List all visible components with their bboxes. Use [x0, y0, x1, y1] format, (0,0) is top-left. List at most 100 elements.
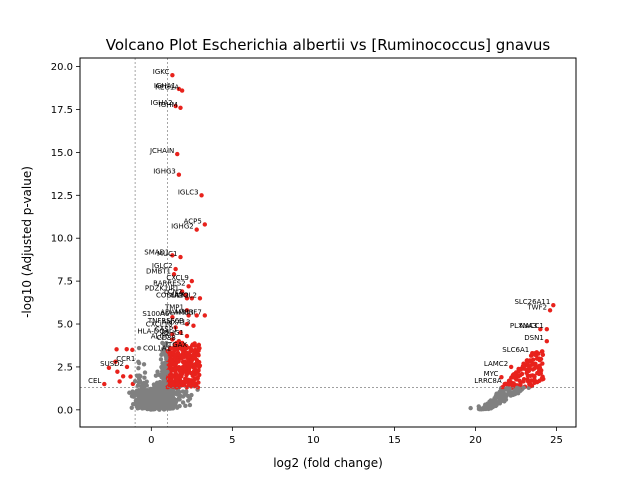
background-point: [157, 399, 162, 404]
background-point: [540, 377, 545, 382]
background-point: [154, 403, 159, 408]
background-point: [196, 380, 201, 385]
background-point: [196, 348, 201, 353]
background-point: [195, 361, 200, 366]
background-point: [184, 385, 190, 390]
background-point: [144, 406, 150, 411]
background-point: [182, 366, 188, 371]
background-point: [141, 403, 146, 409]
background-point: [183, 403, 188, 409]
background-point: [113, 359, 118, 364]
labeled-point: [183, 292, 188, 298]
point-label: MYC: [484, 370, 499, 378]
point-label: COL6A3: [156, 291, 184, 299]
background-point: [188, 353, 193, 358]
background-point: [115, 369, 120, 374]
background-point: [161, 378, 166, 384]
background-point: [150, 400, 155, 406]
point-label: IGHA1: [154, 82, 176, 90]
background-point: [160, 350, 166, 355]
labeled-point: [202, 222, 208, 227]
background-point: [145, 403, 151, 408]
background-point: [134, 373, 140, 378]
background-point: [503, 393, 508, 399]
background-point: [512, 389, 517, 394]
point-label: JCHAIN: [149, 147, 174, 155]
point-label: CXCL10: [146, 320, 173, 328]
background-point: [190, 373, 195, 379]
background-point: [187, 402, 193, 408]
y-tick-label: 15.0: [51, 148, 73, 159]
point-label: LRRC8A: [474, 377, 502, 385]
background-point: [140, 388, 146, 393]
background-point: [128, 374, 133, 379]
point-label: COL1A1: [143, 344, 171, 352]
background-point: [189, 358, 194, 363]
labeled-point: [186, 284, 191, 289]
labeled-point: [184, 321, 190, 327]
point-label: TMP1: [164, 303, 184, 311]
background-point: [524, 358, 530, 363]
background-point: [186, 362, 191, 367]
background-point: [516, 390, 521, 396]
point-label: SMAD1: [144, 248, 169, 256]
background-point: [184, 389, 189, 394]
labeled-point: [173, 103, 178, 109]
background-point: [507, 378, 512, 383]
background-point: [120, 374, 126, 379]
point-label: S100A6: [142, 310, 170, 318]
background-point: [468, 405, 473, 411]
point-label: TNFRSF6B: [147, 317, 184, 325]
background-point: [517, 378, 522, 384]
point-label: HLA-DOA: [137, 327, 169, 335]
background-point: [173, 401, 178, 406]
background-point: [163, 353, 168, 359]
background-point: [151, 382, 157, 387]
background-point: [510, 392, 516, 397]
background-point: [171, 345, 177, 351]
x-tick-label: 15: [388, 435, 401, 446]
point-label: CCR1: [116, 355, 135, 363]
background-point: [106, 365, 112, 370]
point-label: CD38: [157, 334, 176, 342]
labeled-point: [189, 296, 195, 301]
point-label: SLC6A1: [502, 346, 529, 354]
background-point: [500, 389, 505, 394]
background-point: [536, 351, 541, 356]
background-point: [487, 404, 492, 410]
background-point: [539, 349, 545, 354]
background-point: [165, 376, 171, 381]
point-label: LAMC2: [484, 360, 508, 368]
labeled-point: [544, 326, 550, 332]
point-label: ITGAX: [166, 341, 188, 349]
labeled-point: [186, 313, 191, 318]
point-label: LAMB3: [170, 308, 194, 316]
x-tick-label: 10: [307, 435, 320, 446]
background-point: [153, 395, 159, 401]
background-point: [144, 383, 149, 388]
y-tick-label: 12.5: [51, 191, 73, 202]
background-point: [499, 394, 505, 399]
background-point: [177, 403, 182, 409]
background-point: [162, 345, 167, 350]
background-point: [167, 398, 172, 403]
background-point: [150, 405, 156, 411]
point-label: IGKC: [153, 68, 170, 76]
background-point: [526, 363, 531, 368]
labeled-point: [170, 332, 175, 337]
labeled-point: [170, 314, 175, 320]
background-point: [134, 403, 140, 409]
point-label: DMBT1: [146, 267, 171, 275]
labeled-point: [175, 151, 180, 157]
background-point: [142, 370, 148, 375]
background-point: [157, 402, 163, 408]
labeled-point: [194, 227, 199, 232]
background-point: [489, 401, 494, 407]
y-tick-label: 2.5: [57, 362, 73, 373]
background-point: [182, 353, 187, 359]
background-point: [160, 361, 165, 366]
y-axis-ticks: 0.0 2.5 5.0 7.5 10.0 12.5 15.0 17.5 20.0: [51, 62, 80, 416]
background-point: [157, 390, 163, 395]
background-point: [513, 370, 519, 375]
data-points: [102, 72, 556, 412]
